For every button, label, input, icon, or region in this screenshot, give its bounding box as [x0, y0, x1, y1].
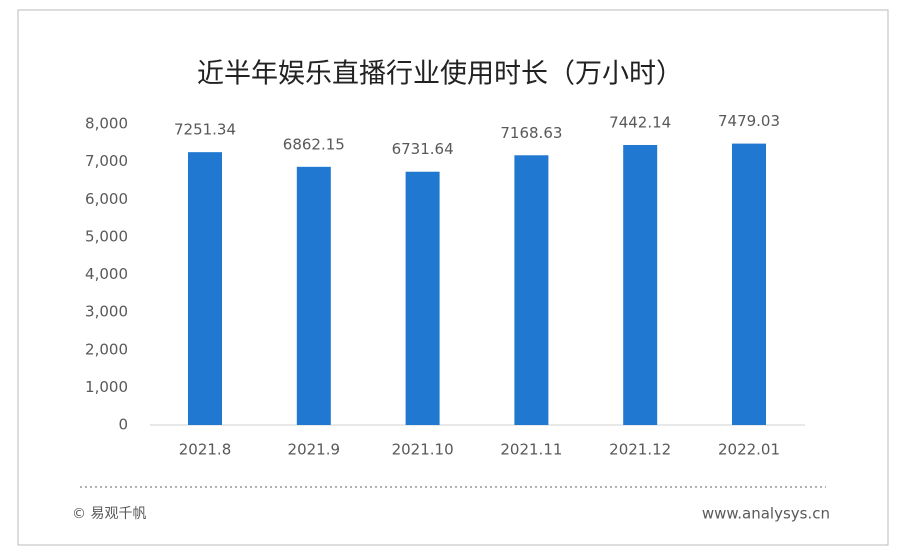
y-tick-label: 8,000	[85, 115, 128, 133]
y-tick-label: 6,000	[85, 190, 128, 208]
bar	[188, 152, 222, 425]
x-tick-label: 2022.01	[718, 441, 780, 459]
value-label: 6731.64	[392, 140, 454, 158]
y-tick-label: 0	[118, 416, 128, 434]
website: www.analysys.cn	[702, 505, 830, 523]
y-tick-label: 2,000	[85, 340, 128, 358]
bar	[514, 155, 549, 426]
chart-title: 近半年娱乐直播行业使用时长（万小时）	[197, 59, 683, 90]
bar	[405, 171, 440, 425]
y-tick-label: 3,000	[85, 303, 128, 321]
value-label: 7251.34	[174, 121, 236, 139]
bar	[732, 143, 766, 425]
bar	[296, 166, 331, 426]
y-tick-label: 4,000	[85, 265, 128, 283]
x-tick-label: 2021.8	[179, 441, 232, 459]
bar	[623, 144, 658, 425]
x-tick-label: 2021.10	[392, 441, 454, 459]
copyright: © 易观千帆	[72, 506, 146, 522]
x-tick-label: 2021.12	[609, 441, 671, 459]
x-tick-label: 2021.11	[500, 441, 562, 459]
value-label: 7479.03	[718, 112, 780, 130]
x-tick-label: 2021.9	[288, 441, 341, 459]
y-tick-label: 1,000	[85, 378, 128, 396]
y-tick-label: 5,000	[85, 227, 128, 245]
y-tick-label: 7,000	[85, 152, 128, 170]
value-label: 7442.14	[609, 113, 671, 131]
value-label: 6862.15	[283, 135, 345, 153]
value-label: 7168.63	[500, 124, 562, 142]
